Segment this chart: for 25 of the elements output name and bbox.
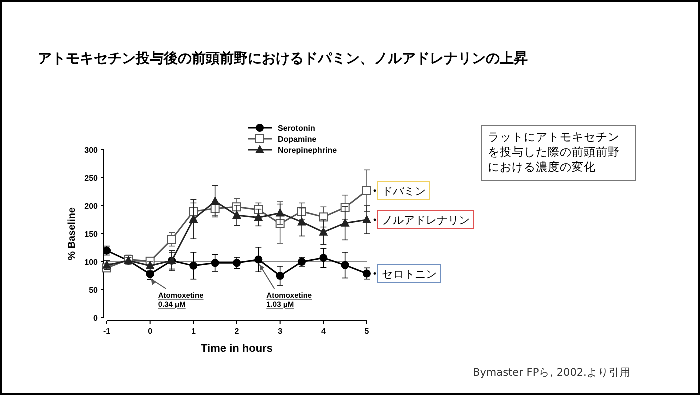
legend-label: Dopamine	[278, 135, 318, 144]
legend-label: Norepinephrine	[278, 146, 338, 155]
y-axis-title: % Baseline	[67, 207, 78, 260]
annotation: セロトニン	[382, 268, 437, 281]
y-tick-label: 200	[84, 202, 99, 211]
annotation: ドパミン	[382, 184, 426, 198]
legend-label: Serotonin	[278, 124, 316, 133]
text: ラットにアトモキセチンを投与した際の前頭前野における濃度の変化	[488, 130, 620, 174]
y-tick-label: 0	[94, 314, 99, 323]
x-axis-title: Time in hours	[201, 343, 273, 355]
x-tick-label: -1	[103, 327, 112, 336]
y-tick-label: 50	[89, 286, 99, 295]
annotation: ノルアドレナリン	[382, 214, 470, 227]
y-tick-label: 300	[84, 146, 99, 155]
x-tick-label: 5	[364, 327, 370, 336]
x-tick-label: 4	[321, 327, 326, 336]
x-tick-label: 3	[278, 327, 284, 336]
x-tick-label: 1	[191, 327, 196, 336]
y-tick-label: 100	[84, 258, 99, 267]
y-tick-label: 250	[84, 174, 99, 183]
x-tick-label: 2	[234, 327, 240, 336]
text: Bymaster FPら, 2002.より引用	[473, 367, 631, 379]
chart-title: アトモキセチン投与後の前頭前野におけるドパミン、ノルアドレナリンの上昇	[38, 51, 528, 67]
y-tick-label: 150	[84, 230, 99, 239]
x-tick-label: 0	[148, 327, 154, 336]
